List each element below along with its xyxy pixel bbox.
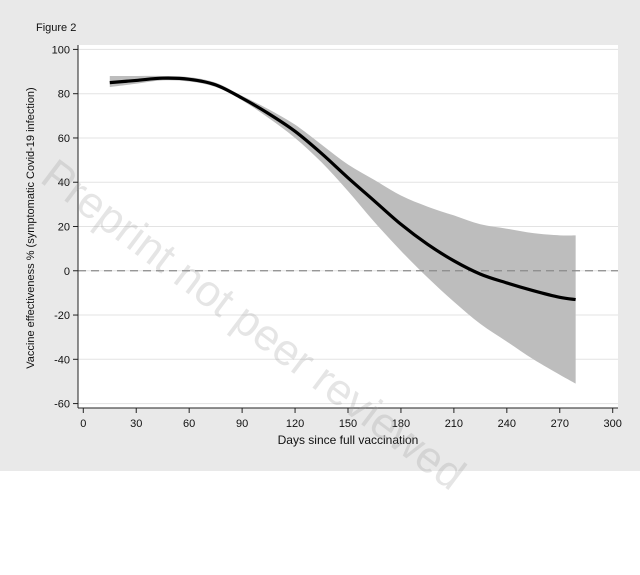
x-tick-label-0: 0 — [80, 418, 86, 430]
confidence-band — [109, 75, 576, 384]
x-tick-label-300: 300 — [604, 418, 622, 430]
y-tick-label--60: -60 — [54, 399, 70, 411]
chart: -60 -40 -20 0 20 40 60 80 100 0 30 60 90 120 150 180 210… — [0, 0, 640, 471]
y-tick-label-80: 80 — [58, 89, 70, 101]
y-tick-label-0: 0 — [64, 266, 70, 278]
x-tick-label-210: 210 — [445, 418, 463, 430]
y-tick-label-40: 40 — [58, 177, 70, 189]
x-tick-label-30: 30 — [130, 418, 142, 430]
effectiveness-line — [109, 76, 576, 302]
x-axis-label: Days since full vaccination — [278, 433, 419, 447]
y-axis-label: Vaccine effectiveness % (symptomatic Cov… — [25, 87, 37, 368]
y-tick-label--40: -40 — [54, 354, 70, 366]
x-tick-label-180: 180 — [392, 418, 410, 430]
y-tick-label-100: 100 — [52, 44, 70, 56]
x-tick-label-120: 120 — [286, 418, 304, 430]
x-tick-label-240: 240 — [498, 418, 516, 430]
x-tick-label-150: 150 — [339, 418, 357, 430]
figure: -60 -40 -20 0 20 40 60 80 100 0 30 60 90 120 150 180 210… — [0, 0, 640, 500]
x-tick-label-270: 270 — [551, 418, 569, 430]
axes: -60 -40 -20 0 20 40 60 80 100 0 30 60 90 120 150 180 210… — [52, 44, 622, 430]
figure-label: Figure 2 — [36, 22, 77, 34]
y-tick-label-60: 60 — [58, 133, 70, 145]
x-tick-label-90: 90 — [236, 418, 248, 430]
line-layer — [109, 76, 576, 302]
y-tick-label--20: -20 — [54, 310, 70, 322]
y-tick-label-20: 20 — [58, 222, 70, 234]
x-tick-label-60: 60 — [183, 418, 195, 430]
confidence-band-layer — [109, 75, 576, 384]
